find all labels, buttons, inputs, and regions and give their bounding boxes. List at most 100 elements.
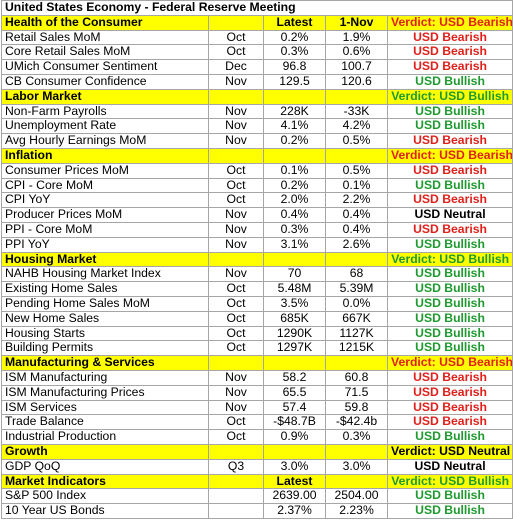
indicator-latest: 0.4% <box>263 207 326 223</box>
indicator-latest: 685K <box>263 310 326 327</box>
indicator-latest: 228K <box>263 103 326 120</box>
indicator-period <box>208 488 264 505</box>
section-name: Housing Market <box>1 251 209 268</box>
indicator-period: Nov <box>208 133 264 149</box>
section-header-row: Market Indicators Latest Verdict: USD Bull… <box>1 473 513 490</box>
indicator-previous: 2.6% <box>325 236 388 253</box>
indicator-latest: 96.8 <box>263 59 326 75</box>
section-latest-header: Latest <box>263 14 326 31</box>
indicator-period: Oct <box>208 281 264 297</box>
indicator-latest: 0.1% <box>263 162 326 179</box>
indicator-latest: 70 <box>263 266 326 283</box>
indicator-latest: 4.1% <box>263 118 326 135</box>
section-period-header <box>208 14 264 31</box>
table-row: NAHB Housing Market Index Nov 70 68 USD Bull… <box>1 266 513 283</box>
indicator-previous: 68 <box>325 266 388 283</box>
indicator-signal: USD Bearish <box>386 29 513 46</box>
table-row: UMich Consumer Sentiment Dec 96.8 100.7 USD … <box>1 59 513 75</box>
indicator-name: CPI - Core MoM <box>1 177 209 194</box>
indicator-period: Nov <box>208 266 264 283</box>
indicator-signal: USD Bearish <box>386 133 513 149</box>
indicator-previous: 60.8 <box>325 369 388 386</box>
indicator-latest: 1290K <box>263 325 326 342</box>
section-name: Labor Market <box>1 88 209 105</box>
indicator-period: Nov <box>208 221 264 238</box>
section-verdict: Verdict: USD Bullish <box>386 473 513 490</box>
indicator-latest: 65.5 <box>263 384 326 401</box>
section-verdict: Verdict: USD Bearish <box>386 147 513 164</box>
table-row: CPI - Core MoM Oct 0.2% 0.1% USD Bullish <box>1 177 513 194</box>
indicator-previous: 667K <box>325 310 388 327</box>
indicator-signal: USD Bearish <box>386 59 513 75</box>
indicator-name: PPI YoY <box>1 236 209 253</box>
table-row: CB Consumer Confidence Nov 129.5 120.6 USD B… <box>1 73 513 90</box>
indicator-latest: 57.4 <box>263 399 326 416</box>
table-row: Existing Home Sales Oct 5.48M 5.39M USD Bull… <box>1 281 513 297</box>
indicator-latest: 5.48M <box>263 281 326 297</box>
indicator-period: Nov <box>208 236 264 253</box>
table-row: Retail Sales MoM Oct 0.2% 1.9% USD Bearish <box>1 29 513 46</box>
indicator-signal: USD Bullish <box>386 429 513 445</box>
section-period-header <box>208 147 264 164</box>
indicator-name: Avg Hourly Earnings MoM <box>1 133 209 149</box>
indicator-latest: 58.2 <box>263 369 326 386</box>
indicator-signal: USD Bearish <box>386 221 513 238</box>
section-previous-header <box>325 473 388 490</box>
indicator-latest: 0.3% <box>263 44 326 61</box>
section-header-row: Manufacturing & Services Verdict: USD Bea… <box>1 355 513 371</box>
indicator-name: GDP QoQ <box>1 458 209 475</box>
table-row: GDP QoQ Q3 3.0% 3.0% USD Neutral <box>1 458 513 475</box>
section-verdict: Verdict: USD Bearish <box>386 355 513 371</box>
section-verdict: Verdict: USD Bullish <box>386 88 513 105</box>
indicator-signal: USD Bullish <box>386 177 513 194</box>
indicator-signal: USD Bullish <box>386 295 513 312</box>
table-row: Trade Balance Oct -$48.7B -$42.4b USD Bearis… <box>1 414 513 431</box>
indicator-signal: USD Bullish <box>386 103 513 120</box>
indicator-name: Non-Farm Payrolls <box>1 103 209 120</box>
indicator-signal: USD Bearish <box>386 384 513 401</box>
section-period-header <box>208 355 264 371</box>
table-row: Pending Home Sales MoM Oct 3.5% 0.0% USD Bul… <box>1 295 513 312</box>
indicator-name: Housing Starts <box>1 325 209 342</box>
section-verdict: Verdict: USD Bullish <box>386 251 513 268</box>
indicator-signal: USD Bearish <box>386 192 513 209</box>
table-row: Non-Farm Payrolls Nov 228K -33K USD Bullish <box>1 103 513 120</box>
section-name: Market Indicators <box>1 473 209 490</box>
indicator-signal: USD Bearish <box>386 399 513 416</box>
section-latest-header <box>263 147 326 164</box>
section-header-row: Inflation Verdict: USD Bearish <box>1 147 513 164</box>
section-name: Health of the Consumer <box>1 14 209 31</box>
indicator-signal: USD Bullish <box>386 325 513 342</box>
indicator-latest: -$48.7B <box>263 414 326 431</box>
section-header-row: Labor Market Verdict: USD Bullish <box>1 88 513 105</box>
indicator-name: Industrial Production <box>1 429 209 445</box>
indicator-previous: -$42.4b <box>325 414 388 431</box>
indicator-signal: USD Bullish <box>386 73 513 90</box>
indicator-previous: 0.4% <box>325 221 388 238</box>
indicator-name: UMich Consumer Sentiment <box>1 59 209 75</box>
indicator-signal: USD Bearish <box>386 414 513 431</box>
indicator-period: Nov <box>208 369 264 386</box>
indicator-latest: 0.2% <box>263 133 326 149</box>
section-period-header <box>208 88 264 105</box>
indicator-name: Producer Prices MoM <box>1 207 209 223</box>
indicator-period: Oct <box>208 414 264 431</box>
section-latest-header: Latest <box>263 473 326 490</box>
indicator-name: Consumer Prices MoM <box>1 162 209 179</box>
indicator-period: Oct <box>208 325 264 342</box>
indicator-signal: USD Bullish <box>386 281 513 297</box>
section-name: Inflation <box>1 147 209 164</box>
indicator-previous: -33K <box>325 103 388 120</box>
indicator-previous: 1.9% <box>325 29 388 46</box>
indicator-period: Oct <box>208 340 264 357</box>
table-row: New Home Sales Oct 685K 667K USD Bullish <box>1 310 513 327</box>
indicator-latest: 129.5 <box>263 73 326 90</box>
table-row: Avg Hourly Earnings MoM Nov 0.2% 0.5% USD Be… <box>1 133 513 149</box>
table-row: Core Retail Sales MoM Oct 0.3% 0.6% USD Bear… <box>1 44 513 61</box>
indicator-period: Oct <box>208 192 264 209</box>
indicator-latest: 2.0% <box>263 192 326 209</box>
indicator-previous: 2.23% <box>325 503 388 519</box>
indicator-previous: 1215K <box>325 340 388 357</box>
indicator-name: Building Permits <box>1 340 209 357</box>
